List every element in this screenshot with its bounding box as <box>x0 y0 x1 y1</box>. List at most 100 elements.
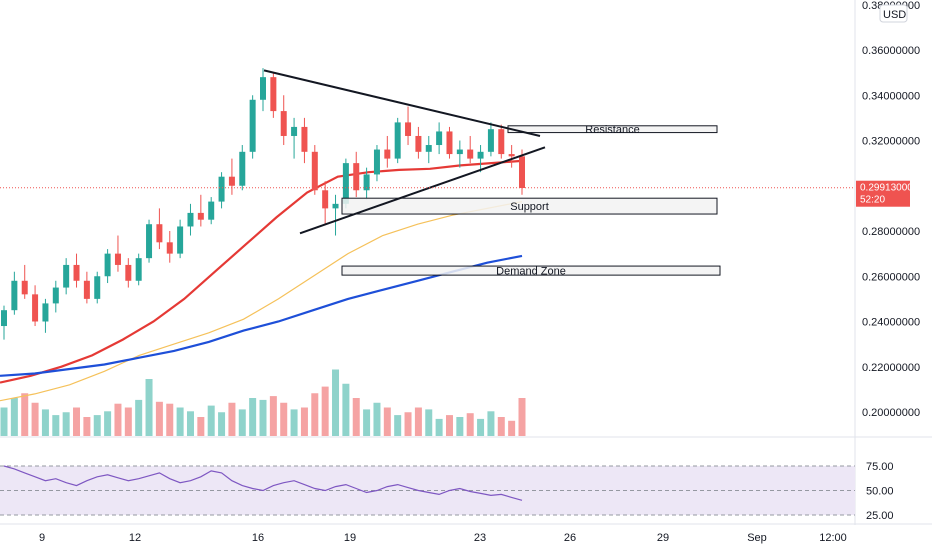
candle-body <box>260 77 266 100</box>
volume-bar <box>21 393 29 436</box>
countdown-value: 52:20 <box>860 195 885 206</box>
candle-body <box>467 149 474 159</box>
volume-bar <box>332 369 340 436</box>
currency-badge-box <box>879 4 908 23</box>
candle-body <box>177 226 184 254</box>
volume-bar <box>352 398 360 436</box>
time-tick-label: 26 <box>564 532 576 544</box>
volume-bar <box>93 415 101 436</box>
rsi-level-label: 50.00 <box>866 486 894 498</box>
candle-body <box>187 212 194 227</box>
candle-body <box>156 224 163 243</box>
candle-body <box>415 135 422 152</box>
price-tick-label: 0.24000000 <box>862 317 920 329</box>
annotation-zones: Resistance Support Demand Zone <box>341 124 721 278</box>
volume-bar <box>280 402 288 436</box>
volume-bar <box>394 415 402 436</box>
volume-bar <box>186 411 194 436</box>
ascending-trendline[interactable] <box>299 146 546 235</box>
zone-label: Demand Zone <box>496 266 566 278</box>
candle-body <box>94 276 101 299</box>
candlestick-series <box>1 68 525 340</box>
candle-body <box>135 258 142 281</box>
candle-body <box>384 149 391 159</box>
volume-bar <box>342 383 350 436</box>
candle-body <box>1 310 7 327</box>
volume-bar <box>259 399 267 436</box>
zone-label: Resistance <box>585 124 639 136</box>
candle-body <box>104 253 111 277</box>
volume-bar <box>31 402 39 436</box>
candle-body <box>332 203 339 209</box>
candle-body <box>32 294 39 322</box>
volume-bar <box>124 407 132 436</box>
candle-body <box>208 201 215 220</box>
candle-body <box>291 126 298 136</box>
volume-bars <box>0 369 526 436</box>
volume-bar <box>176 407 184 436</box>
volume-bar <box>477 418 485 436</box>
candle-body <box>508 154 515 157</box>
volume-bar <box>487 411 495 436</box>
volume-bar <box>508 420 516 436</box>
candle-body <box>197 212 204 220</box>
moving-averages <box>0 159 523 402</box>
volume-bar <box>300 407 308 436</box>
volume-bar <box>166 403 174 436</box>
volume-bar <box>363 409 371 436</box>
volume-bar <box>83 417 91 436</box>
candle-body <box>218 176 225 202</box>
price-tick-label: 0.28000000 <box>862 226 920 238</box>
candle-body <box>125 264 132 281</box>
time-tick-label: 19 <box>344 532 356 544</box>
volume-bar <box>445 415 453 436</box>
time-tick-label: Sep <box>747 532 767 544</box>
volume-bar <box>269 396 277 436</box>
candle-body <box>52 287 59 304</box>
candle-body <box>519 156 525 189</box>
time-tick-label: 29 <box>657 532 669 544</box>
time-tick-label: 23 <box>474 532 486 544</box>
candle-body <box>353 163 360 191</box>
volume-bar <box>104 411 112 436</box>
volume-bar <box>466 413 474 436</box>
volume-bar <box>321 386 329 436</box>
zone-box[interactable] <box>341 197 718 215</box>
volume-bar <box>10 398 18 436</box>
candle-body <box>280 111 287 136</box>
candle-body <box>270 77 277 112</box>
candle-body <box>83 280 90 299</box>
currency-badge[interactable]: USD <box>879 4 908 23</box>
volume-bar <box>373 402 381 436</box>
volume-bar <box>145 379 153 436</box>
time-tick-label: 12 <box>129 532 141 544</box>
candle-body <box>42 303 49 322</box>
volume-bar <box>197 417 205 436</box>
volume-bar <box>114 403 122 436</box>
price-tick-label: 0.20000000 <box>862 407 920 419</box>
volume-bar <box>238 409 246 436</box>
descending-trendline[interactable] <box>263 69 541 137</box>
candle-body <box>363 174 370 191</box>
candle-body <box>63 264 70 288</box>
volume-bar <box>383 407 391 436</box>
price-tick-label: 0.32000000 <box>862 136 920 148</box>
candle-body <box>342 163 349 204</box>
volume-bar <box>73 407 81 436</box>
rsi-level-label: 75.00 <box>866 461 894 473</box>
candle-body <box>73 264 80 281</box>
candle-body <box>425 145 432 152</box>
volume-bar <box>311 393 319 436</box>
volume-bar <box>435 418 443 436</box>
zone-label: Support <box>510 201 549 213</box>
price-tick-label: 0.26000000 <box>862 271 920 283</box>
volume-bar <box>290 409 298 436</box>
rsi-pane: 75.00 50.00 25.00 <box>0 461 894 522</box>
time-tick-label: 9 <box>39 532 45 544</box>
price-tick-label: 0.36000000 <box>862 45 920 57</box>
candle-body <box>114 253 121 265</box>
last-price-tag: 0.29913000 52:20 <box>856 180 913 207</box>
candle-body <box>477 151 484 159</box>
zone-box[interactable] <box>341 265 721 276</box>
